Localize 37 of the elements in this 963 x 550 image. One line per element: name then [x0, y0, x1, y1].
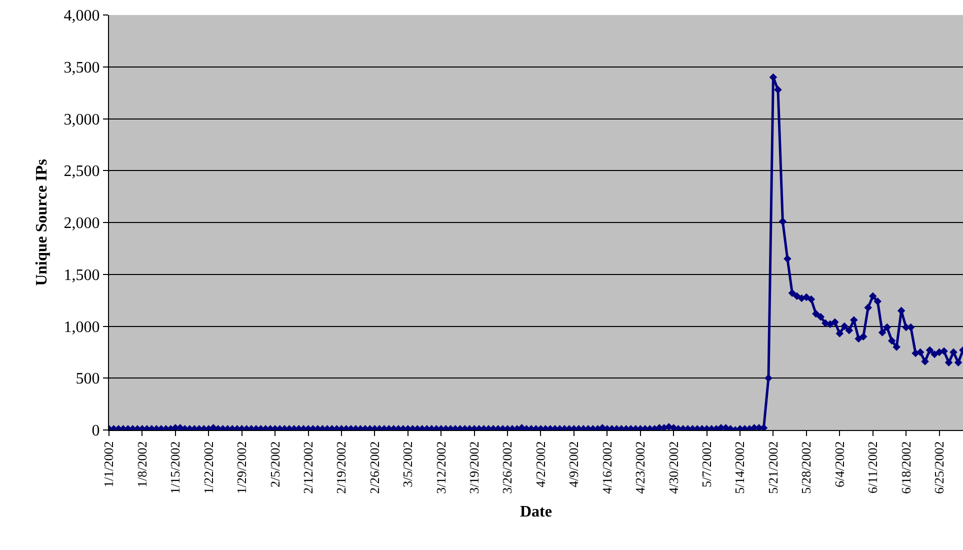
x-tick-label: 2/5/2002	[267, 441, 282, 488]
x-tick-label: 4/30/2002	[666, 441, 681, 494]
y-axis-title: Unique Source IPs	[34, 159, 51, 286]
x-tick-label: 2/19/2002	[334, 441, 349, 494]
y-tick-label: 3,000	[64, 111, 100, 128]
x-tick-label: 3/19/2002	[466, 441, 482, 494]
y-tick-label: 1,500	[64, 266, 100, 284]
x-tick-label: 5/21/2002	[765, 441, 780, 494]
y-tick-label: 500	[76, 370, 100, 388]
x-tick-label: 3/26/2002	[500, 441, 515, 494]
x-tick-label: 3/5/2002	[400, 441, 416, 488]
x-tick-label: 5/28/2002	[798, 441, 814, 494]
x-axis-title: Date	[520, 504, 552, 521]
x-tick-label: 6/18/2002	[898, 441, 914, 494]
x-tick-label: 2/12/2002	[300, 441, 316, 494]
y-tick-label: 3,500	[64, 59, 100, 76]
x-tick-label: 3/12/2002	[433, 441, 448, 494]
x-tick-label: 6/4/2002	[832, 441, 847, 488]
x-tick-label: 1/22/2002	[200, 441, 216, 494]
x-tick-label: 1/15/2002	[168, 441, 183, 494]
x-tick-label: 2/26/2002	[366, 441, 382, 494]
y-tick-label: 0	[92, 422, 100, 440]
y-tick-label: 1,000	[64, 318, 100, 336]
x-tick-label: 5/14/2002	[732, 441, 748, 494]
x-tick-label: 1/1/2002	[101, 441, 116, 488]
x-tick-label: 4/2/2002	[532, 441, 548, 488]
x-tick-label: 6/25/2002	[932, 441, 947, 494]
x-tick-label: 4/23/2002	[632, 441, 648, 494]
x-tick-label: 4/9/2002	[566, 441, 582, 488]
y-tick-label: 2,000	[64, 215, 100, 232]
y-tick-label: 2,500	[64, 163, 100, 180]
x-tick-label: 1/29/2002	[234, 441, 250, 494]
x-tick-label: 6/11/2002	[865, 441, 880, 494]
x-tick-label: 4/16/2002	[599, 441, 614, 494]
y-tick-label: 4,000	[64, 8, 100, 25]
x-tick-label: 5/7/2002	[699, 441, 714, 488]
x-tick-label: 1/8/2002	[134, 441, 150, 488]
